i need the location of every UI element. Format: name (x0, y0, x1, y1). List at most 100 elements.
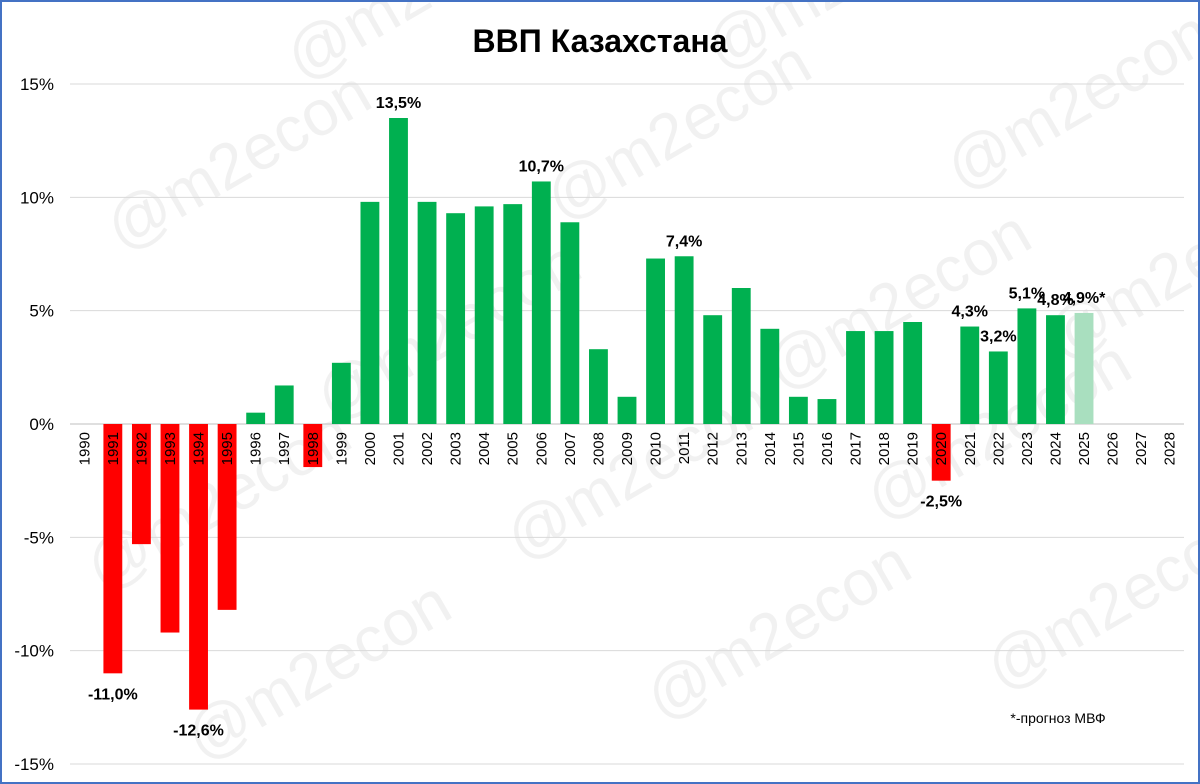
x-tick-label: 2009 (619, 432, 636, 465)
x-tick-label: 2003 (448, 432, 465, 465)
bar-2009 (617, 396, 637, 424)
x-tick-label: 1994 (191, 432, 208, 465)
watermark-text: @m2econ (973, 495, 1198, 704)
bar-2000 (360, 201, 380, 424)
bar-2024 (1046, 315, 1065, 424)
x-tick-label: 2023 (1019, 432, 1036, 465)
bar-1994 (189, 424, 208, 710)
bar-2020 (931, 424, 951, 481)
data-label-2024: 4,8% (1037, 292, 1073, 309)
x-axis-ticks: 1990 1991 1992 1993 1994 1995 1996 1997 1998 1999… (76, 432, 1178, 465)
x-tick-label: 1990 (76, 432, 93, 465)
x-tick-label: 2026 (1105, 432, 1122, 465)
x-tick-label: 2022 (990, 432, 1007, 465)
bar-2018 (874, 331, 894, 424)
x-tick-label: 2025 (1076, 432, 1093, 465)
x-tick-label: 2010 (648, 432, 665, 465)
bar-2015 (788, 396, 808, 424)
bar-2014 (760, 328, 780, 424)
x-tick-label: 2024 (1047, 432, 1064, 465)
data-label-2001: 13,5% (376, 95, 421, 112)
bar-2019 (903, 322, 923, 424)
x-tick-label: 2020 (933, 432, 950, 465)
x-tick-label: 2021 (962, 432, 979, 465)
data-label-2022: 3,2% (980, 328, 1016, 345)
data-label-2021: 4,3% (952, 304, 988, 321)
bar-2004 (474, 206, 494, 424)
bar-1998 (303, 424, 323, 468)
x-tick-label: 2005 (505, 432, 522, 465)
x-tick-label: 2006 (533, 432, 550, 465)
x-tick-label: 2008 (590, 432, 607, 465)
bar-1991 (103, 424, 123, 674)
x-tick-label: 2018 (876, 432, 893, 465)
x-tick-label: 1997 (276, 432, 293, 465)
x-tick-label: 2011 (676, 432, 693, 464)
x-tick-label: 1999 (333, 432, 350, 465)
watermark-text: @m2econ (933, 2, 1198, 204)
bars (103, 118, 1094, 710)
bar-2017 (846, 331, 865, 424)
y-axis-ticks: 15% 10% 5% 0% -5% -10% -15% (14, 75, 54, 774)
x-tick-label: 2017 (848, 432, 865, 465)
forecast-note: *-прогноз МВФ (1010, 710, 1105, 726)
data-label-1991: -11,0% (88, 686, 138, 703)
x-tick-label: 1992 (133, 432, 150, 465)
chart-title: ВВП Казахстана (473, 23, 728, 59)
bar-2003 (446, 213, 466, 424)
bar-1993 (160, 424, 180, 633)
y-tick-label: -15% (14, 755, 54, 774)
x-tick-label: 2004 (476, 432, 493, 465)
x-tick-label: 2015 (790, 432, 807, 465)
bar-1999 (331, 362, 351, 424)
x-tick-label: 2014 (762, 432, 779, 465)
bar-2006 (531, 181, 551, 424)
bar-1992 (131, 424, 151, 545)
x-tick-label: 1993 (162, 432, 179, 465)
bar-2002 (417, 201, 437, 424)
x-tick-label: 2002 (419, 432, 436, 465)
x-tick-label: 1998 (305, 432, 322, 465)
bar-2023 (1017, 308, 1037, 424)
bar-2010 (646, 258, 665, 424)
watermark-text: @m2econ (633, 525, 922, 734)
bar-2012 (703, 315, 723, 424)
x-tick-label: 2001 (390, 432, 407, 465)
bar-2001 (389, 118, 408, 424)
bar-2021 (960, 326, 980, 424)
y-tick-label: 0% (29, 415, 54, 434)
watermark-text: @m2econ (93, 55, 382, 264)
bar-1996 (246, 412, 266, 424)
y-tick-label: 10% (20, 188, 54, 207)
x-tick-label: 2019 (905, 432, 922, 465)
data-labels: -11,0% -12,6% 13,5% 10,7% 7,4% -2,5% 4,3% 3,2% 5… (88, 95, 1106, 740)
x-tick-label: 2012 (705, 432, 722, 465)
y-tick-label: -5% (24, 528, 54, 547)
x-tick-label: 2028 (1162, 432, 1179, 465)
x-tick-label: 1991 (105, 432, 122, 465)
x-tick-label: 2007 (562, 432, 579, 465)
x-tick-label: 2027 (1133, 432, 1150, 465)
x-tick-label: 1996 (248, 432, 265, 465)
bar-2011 (674, 256, 694, 424)
bar-2025 (1074, 312, 1094, 424)
data-label-2023: 5,1% (1009, 285, 1045, 302)
bar-2016 (817, 399, 837, 424)
data-label-2020: -2,5% (920, 494, 962, 511)
x-tick-label: 2000 (362, 432, 379, 465)
data-label-1994: -12,6% (173, 723, 224, 740)
bar-1997 (274, 385, 294, 424)
y-tick-label: -10% (14, 642, 54, 661)
data-label-2025: 4,9%* (1063, 290, 1106, 307)
x-tick-label: 2013 (733, 432, 750, 465)
bar-2022 (988, 351, 1008, 424)
data-label-2006: 10,7% (519, 158, 564, 175)
y-tick-label: 5% (29, 302, 54, 321)
data-label-2011: 7,4% (666, 233, 702, 250)
bar-2005 (503, 204, 523, 424)
x-tick-label: 1995 (219, 432, 236, 465)
bar-2007 (560, 222, 580, 424)
bar-2013 (731, 288, 751, 424)
